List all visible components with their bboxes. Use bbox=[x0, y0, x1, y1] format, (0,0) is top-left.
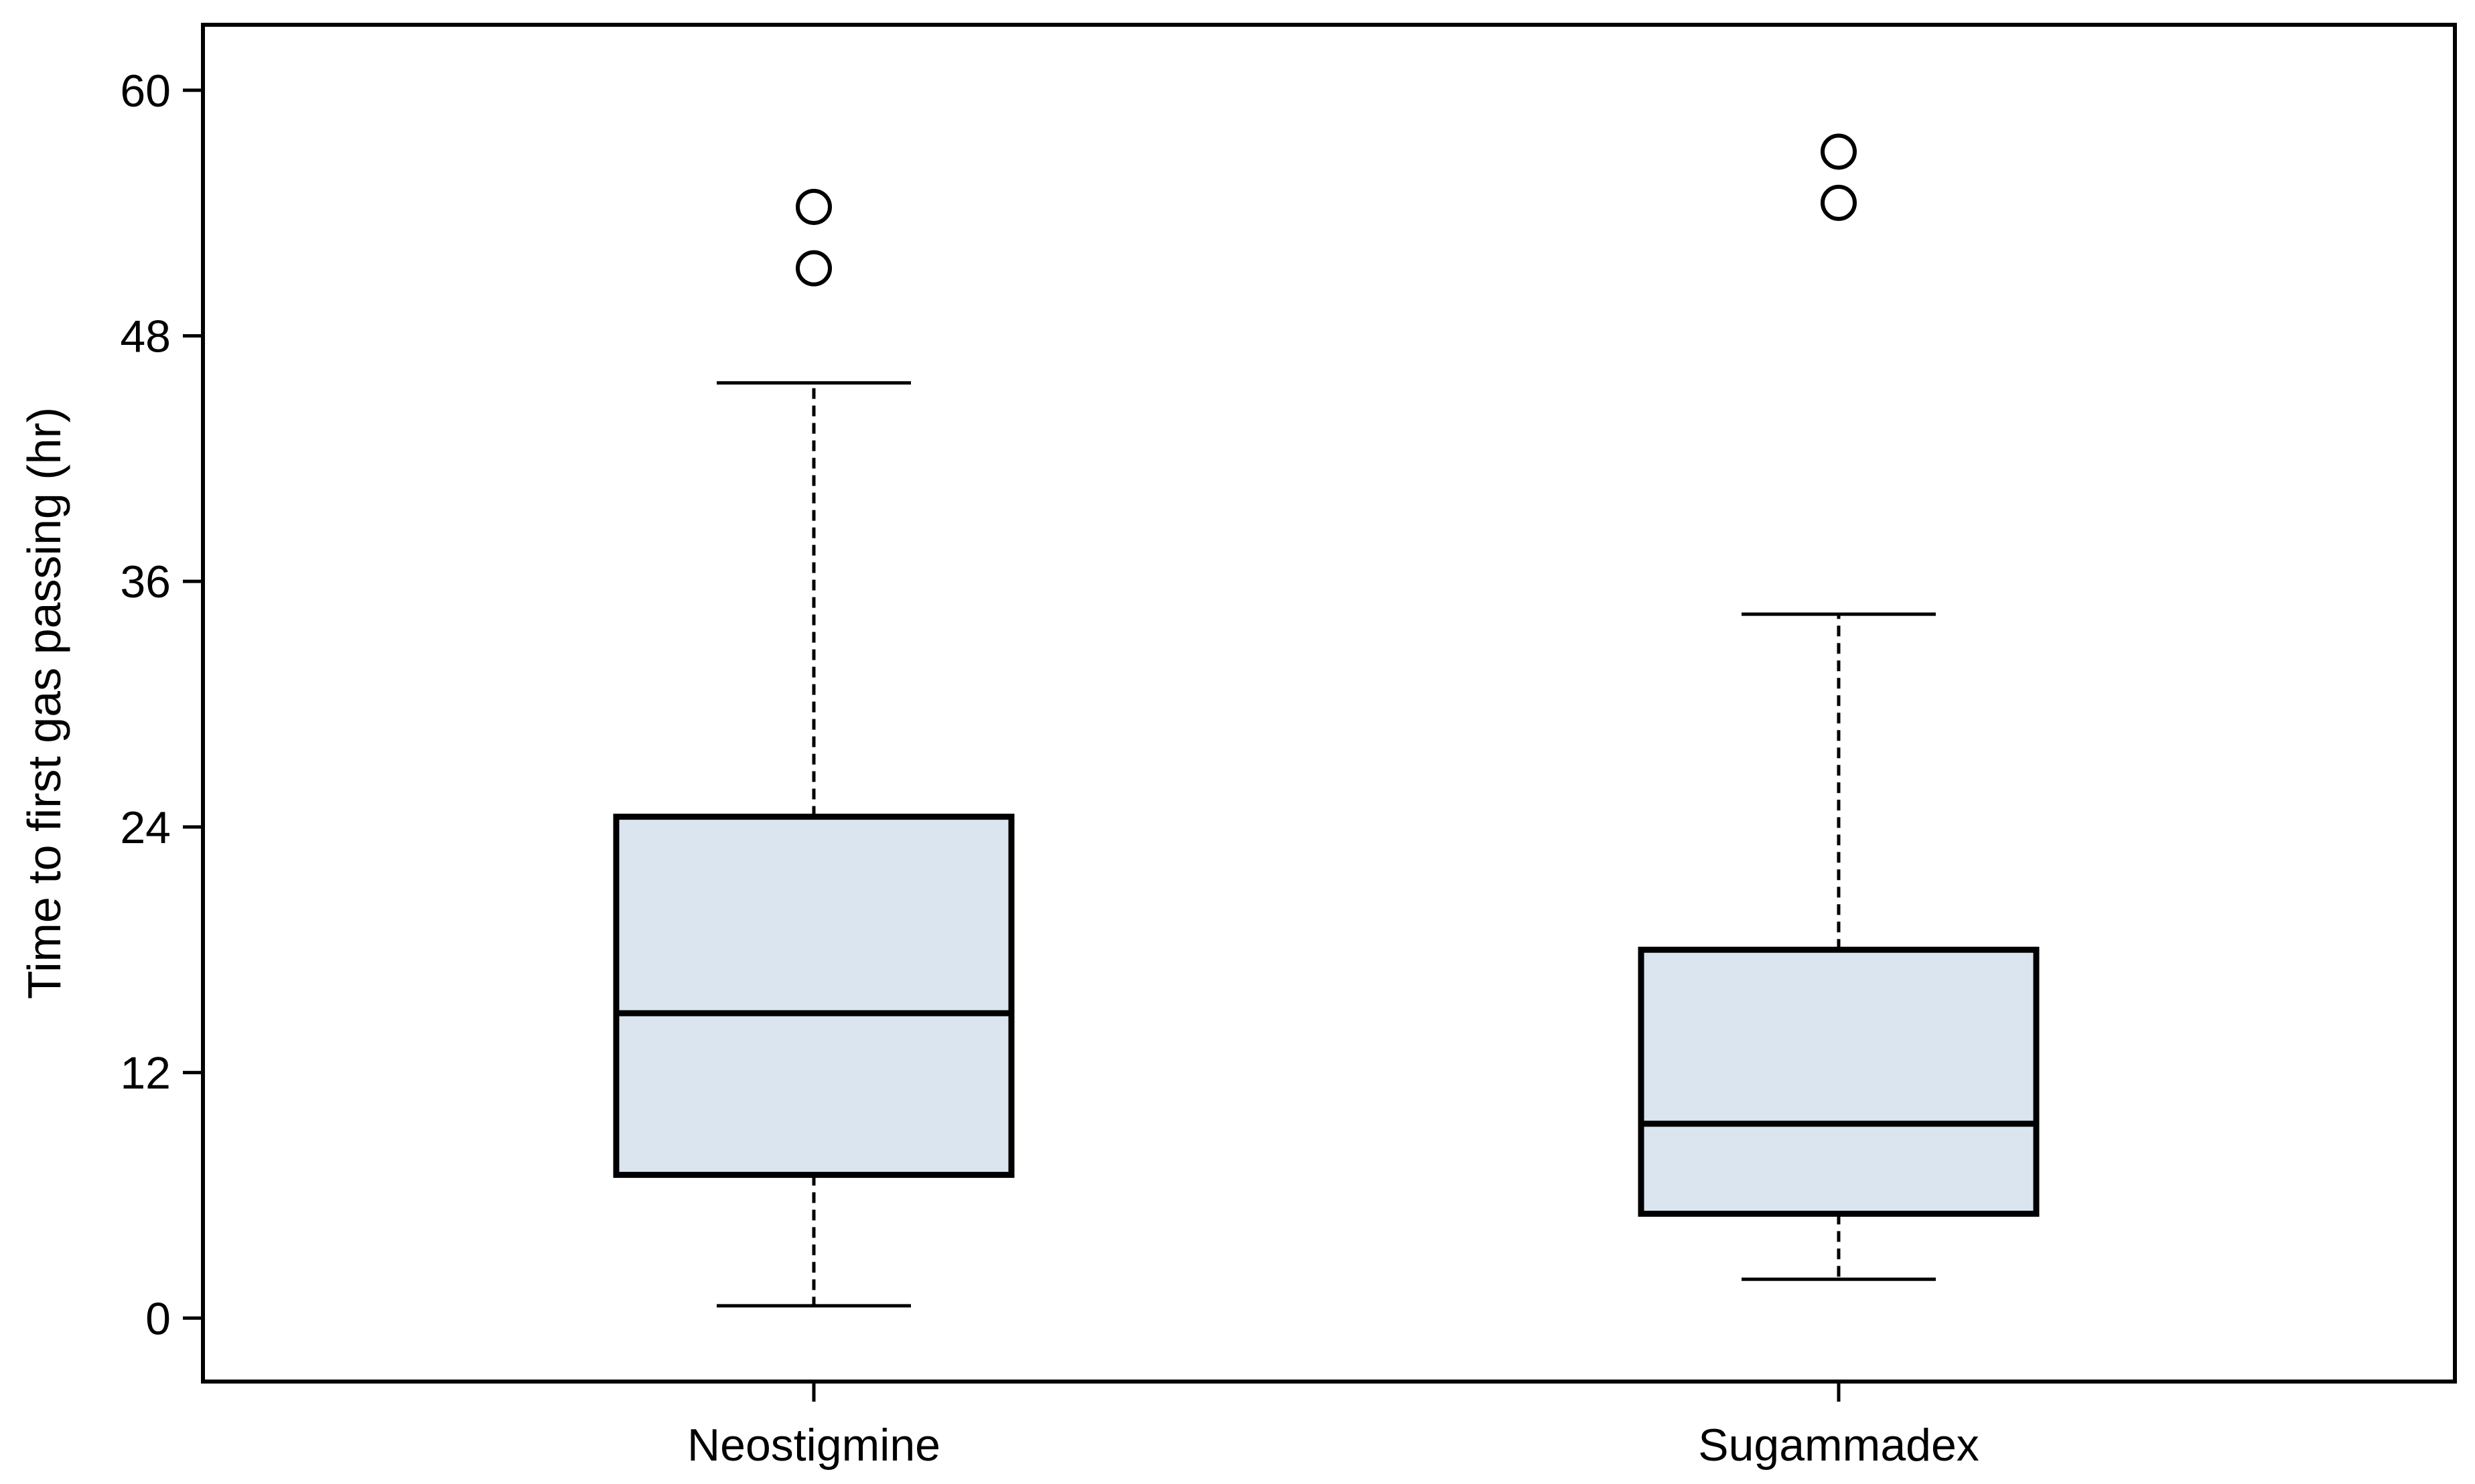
boxes-layer bbox=[613, 133, 2040, 1308]
y-axis-title: Time to first gas passing (hr) bbox=[18, 407, 70, 999]
x-axis: Neostigmine Sugammadex bbox=[687, 1382, 1979, 1471]
iqr-box bbox=[1638, 946, 2040, 1217]
outlier-point bbox=[796, 250, 832, 287]
plot-frame bbox=[201, 23, 2457, 1384]
x-tick-label: Neostigmine bbox=[687, 1420, 940, 1471]
y-tick-label: 0 bbox=[145, 1293, 171, 1344]
y-tick-label: 60 bbox=[120, 66, 171, 117]
outlier-point bbox=[1821, 133, 1857, 170]
y-tick-label: 36 bbox=[120, 556, 171, 607]
y-tick-label: 12 bbox=[120, 1048, 171, 1099]
y-tick-label: 48 bbox=[120, 311, 171, 362]
box-group-sugammadex bbox=[1638, 133, 2040, 1281]
box-group-neostigmine bbox=[613, 188, 1015, 1308]
y-axis: 0 12 24 36 48 60 bbox=[120, 66, 203, 1344]
y-tick-label: 24 bbox=[120, 802, 171, 853]
iqr-box bbox=[613, 814, 1015, 1178]
outlier-point bbox=[1821, 184, 1857, 221]
outlier-point bbox=[796, 188, 832, 225]
x-tick-label: Sugammadex bbox=[1698, 1420, 1979, 1471]
